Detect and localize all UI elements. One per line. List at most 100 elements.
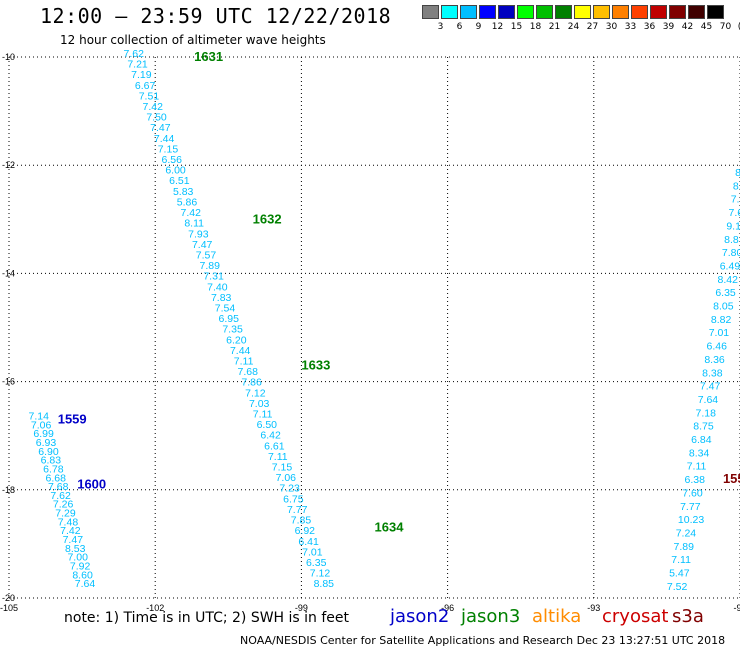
legend-swatch — [441, 5, 458, 19]
wave-height-label: 7.85 — [291, 515, 312, 527]
map-title: 12:00 – 23:59 UTC 12/22/2018 — [40, 4, 392, 28]
axis-ticks: -105 -102 -99 -96 -93 -90 -10 -12 -14 -16 -18 -20 — [0, 52, 740, 613]
legend-swatch — [707, 5, 724, 19]
footer-note: note: 1) Time is in UTC; 2) SWH is in fe… — [64, 610, 350, 626]
wave-height-label: 7.40 — [207, 281, 228, 293]
wave-height-label: 7.01 — [302, 546, 323, 558]
wave-height-label: 8.36 — [704, 354, 725, 366]
wave-height-label: 7.11 — [268, 451, 288, 463]
wave-height-label: 7.92 — [70, 561, 91, 573]
track: 8.8.7.7.69.18.87.806.498.426.358.058.827… — [667, 167, 740, 593]
legend-label: 42 — [681, 22, 694, 32]
wave-height-label: 6.61 — [264, 440, 285, 452]
wave-height-label: 7. — [731, 194, 740, 206]
satellite-name: s3a — [672, 606, 704, 627]
wave-height-label: 8.8 — [724, 234, 739, 246]
track: 7.147.066.996.936.906.836.786.687.687.62… — [28, 410, 106, 590]
wave-height-label: 7.11 — [253, 409, 273, 421]
wave-height-label: 7.48 — [58, 516, 79, 528]
wave-height-label: 6.84 — [691, 434, 712, 446]
wave-height-label: 7.47 — [150, 122, 171, 134]
wave-height-label: 7.52 — [667, 581, 688, 593]
track: 7.627.217.196.677.517.427.507.477.447.15… — [124, 48, 405, 590]
wave-height-label: 7.83 — [211, 292, 232, 304]
legend-swatch — [536, 5, 553, 19]
legend-swatch — [460, 5, 477, 19]
wave-height-label: 7.51 — [139, 90, 160, 102]
wave-height-label: 7.06 — [31, 419, 52, 431]
wave-height-label: 7.62 — [124, 48, 145, 60]
wave-height-label: 6.95 — [219, 313, 240, 325]
wave-height-label: 7.19 — [131, 69, 152, 81]
wave-height-label: 7.21 — [127, 59, 148, 71]
satellite-name: cryosat — [602, 606, 669, 627]
wave-height-label: 6.78 — [43, 463, 64, 475]
wave-height-label: 7.68 — [238, 366, 259, 378]
wave-height-label: 5.47 — [669, 568, 690, 580]
legend-label: (ft) — [736, 22, 740, 32]
lat-tick-label: -14 — [2, 268, 15, 278]
wave-height-label: 10.23 — [678, 514, 704, 526]
wave-height-label: 7.44 — [230, 345, 251, 357]
wave-height-label: 7.12 — [310, 568, 331, 580]
wave-height-label: 7.42 — [181, 207, 202, 219]
wave-height-label: 7.12 — [245, 387, 266, 399]
wave-height-label: 7.47 — [192, 239, 213, 251]
legend-swatch — [669, 5, 686, 19]
wave-height-label: 8.85 — [314, 578, 335, 590]
legend-label: 21 — [548, 22, 561, 32]
wave-height-label: 7.11 — [234, 356, 254, 368]
wave-height-label: 7.54 — [215, 302, 236, 314]
wave-height-label: 7.03 — [249, 398, 270, 410]
wave-height-label: 7.80 — [722, 247, 740, 259]
wave-height-label: 8.11 — [184, 218, 204, 230]
legend-label: 18 — [529, 22, 542, 32]
wave-height-label: 7.11 — [671, 554, 691, 566]
pass-time-label: 1600 — [77, 476, 106, 491]
wave-height-label: 8.75 — [693, 421, 714, 433]
wave-height-label: 6.50 — [257, 419, 278, 431]
wave-height-label: 7.86 — [241, 377, 262, 389]
wave-height-label: 7.62 — [50, 490, 71, 502]
lon-tick-label: -90 — [733, 603, 740, 613]
wave-height-label: 7.24 — [676, 527, 697, 539]
wave-height-label: 7.26 — [53, 499, 74, 511]
wave-height-label: 7.77 — [287, 504, 308, 516]
wave-height-label: 8.38 — [702, 367, 723, 379]
pass-time-label: 1559 — [58, 411, 87, 426]
lat-tick-label: -12 — [2, 160, 15, 170]
wave-height-label: 7.15 — [158, 143, 179, 155]
wave-height-label: 7.89 — [674, 541, 695, 553]
wave-height-label: 6.35 — [715, 287, 736, 299]
lon-tick-label: -96 — [441, 603, 454, 613]
legend-label: 3 — [437, 22, 444, 32]
satellite-name: jason3 — [461, 606, 521, 627]
lon-tick-label: -102 — [146, 603, 164, 613]
wave-height-label: 7.14 — [28, 410, 49, 422]
pass-time-label: 1632 — [253, 211, 282, 226]
wave-height-label: 6.51 — [169, 175, 190, 187]
wave-height-label: 6.92 — [295, 525, 316, 537]
wave-height-label: 7.00 — [67, 552, 88, 564]
wave-height-label: 6.46 — [707, 341, 728, 353]
wave-height-label: 5.83 — [173, 186, 194, 198]
wave-height-label: 8.60 — [72, 569, 93, 581]
wave-height-label: 8. — [733, 180, 740, 192]
wave-height-label: 6.83 — [41, 455, 62, 467]
wave-height-label: 7.06 — [276, 472, 297, 484]
legend-swatch — [517, 5, 534, 19]
satellite-name: altika — [532, 606, 582, 627]
legend-swatch — [593, 5, 610, 19]
wave-height-label: 7.29 — [55, 508, 76, 520]
wave-height-label: 7.60 — [682, 487, 703, 499]
wave-height-label: 7.18 — [696, 407, 717, 419]
legend-label: 15 — [510, 22, 523, 32]
legend-swatch — [612, 5, 629, 19]
wave-height-label: 6.99 — [33, 428, 54, 440]
wave-height-label: 6.00 — [165, 165, 186, 177]
altimeter-tracks: 7.627.217.196.677.517.427.507.477.447.15… — [28, 48, 740, 593]
wave-height-label: 6.75 — [283, 493, 304, 505]
wave-height-label: 7.23 — [279, 483, 300, 495]
satellite-name: jason2 — [390, 606, 450, 627]
legend-swatch — [555, 5, 572, 19]
